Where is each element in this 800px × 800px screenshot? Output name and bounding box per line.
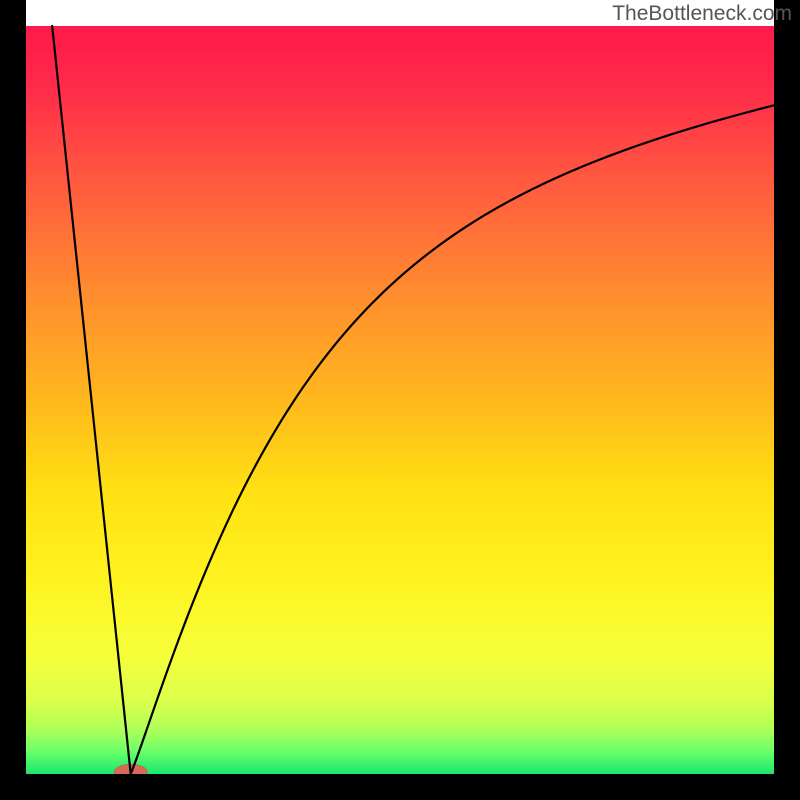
frame-top-cap <box>0 0 26 27</box>
watermark-label: TheBottleneck.com <box>612 2 792 26</box>
chart-container: TheBottleneck.com <box>0 0 800 800</box>
bottleneck-chart <box>0 0 800 800</box>
plot-area <box>26 26 774 779</box>
